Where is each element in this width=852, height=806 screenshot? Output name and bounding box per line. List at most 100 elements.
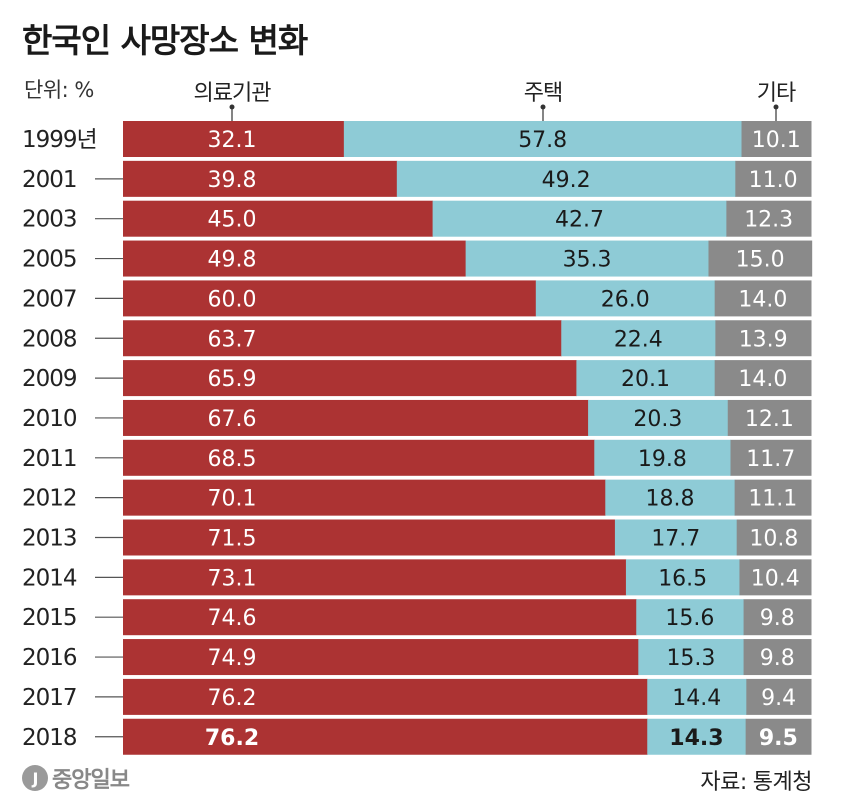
data-label: 35.3 [563, 248, 612, 273]
bar-segment [614, 519, 738, 556]
data-label: 12.3 [744, 208, 793, 233]
bar-segment [561, 320, 716, 357]
bar-segment [123, 200, 434, 237]
bar-segment [123, 559, 627, 596]
bar-segment [123, 360, 577, 397]
bar-segment [714, 280, 812, 317]
data-label: 39.8 [208, 168, 257, 193]
data-label: 20.1 [621, 367, 670, 392]
data-label: 15.0 [736, 248, 785, 273]
data-label: 14.0 [738, 367, 787, 392]
bar-segment [594, 439, 732, 476]
bar-segment [576, 360, 716, 397]
data-label: 9.4 [761, 686, 796, 711]
legend-label: 의료기관 [194, 81, 272, 106]
source-label: 자료: [700, 770, 747, 795]
data-label: 10.8 [749, 527, 798, 552]
bar-segment [741, 121, 812, 157]
data-label: 68.5 [208, 447, 257, 472]
bar-segment [745, 718, 812, 755]
bar-segment [708, 240, 813, 277]
data-label: 67.6 [208, 407, 257, 432]
bar-segment [736, 519, 812, 556]
data-label: 76.2 [208, 686, 257, 711]
bar-segment [123, 240, 467, 277]
category-label: 2001 [22, 167, 77, 193]
bar-segment [123, 121, 345, 157]
bar-segment [625, 559, 740, 596]
bar-segment [647, 718, 747, 755]
bar-segment [123, 280, 537, 317]
category-label: 2005 [22, 247, 77, 273]
bar-segment [123, 479, 606, 516]
data-label: 20.3 [633, 407, 682, 432]
source-value: 통계청 [752, 770, 813, 795]
bar-segment [735, 160, 812, 197]
bar-segment [743, 639, 812, 676]
data-label: 12.1 [745, 407, 794, 432]
data-label: 15.6 [665, 606, 714, 631]
category-label: 2012 [22, 486, 77, 512]
bar-segment [743, 599, 812, 636]
bar-segment [730, 439, 812, 476]
data-label: 9.8 [760, 646, 795, 671]
data-label: 60.0 [208, 287, 257, 312]
data-label: 49.8 [208, 248, 257, 273]
category-label: 2016 [22, 645, 77, 671]
data-label: 26.0 [601, 287, 650, 312]
category-label: 2010 [22, 406, 77, 432]
chart-title: 한국인 사망장소 변화 [22, 21, 308, 60]
bar-segment [746, 678, 812, 715]
bar-segment [396, 160, 736, 197]
bar-segment [734, 479, 812, 516]
category-label: 2015 [22, 605, 77, 631]
bar-segment [714, 360, 812, 397]
bar-segment [638, 639, 745, 676]
data-label: 11.0 [749, 168, 798, 193]
data-label: 13.9 [739, 327, 788, 352]
bar-segment [588, 399, 729, 436]
data-label: 22.4 [614, 327, 663, 352]
category-label: 2003 [22, 207, 77, 233]
bar-segment [432, 200, 727, 237]
data-label: 10.4 [751, 566, 800, 591]
bar-segment [123, 519, 616, 556]
data-label: 32.1 [208, 128, 257, 153]
publisher-logo: J 중앙일보 [22, 762, 130, 794]
bar-segment [343, 121, 743, 157]
unit-label: 단위: % [24, 78, 94, 102]
data-label: 76.2 [205, 726, 259, 751]
legend-pointer-dot [773, 104, 779, 110]
category-label: 1999년 [22, 127, 97, 153]
category-label: 2014 [22, 565, 77, 591]
bar-segment [123, 639, 639, 676]
data-label: 70.1 [208, 487, 257, 512]
data-label: 71.5 [208, 527, 257, 552]
legend-label: 주택 [524, 81, 562, 106]
data-label: 42.7 [555, 208, 604, 233]
data-label: 19.8 [638, 447, 687, 472]
bar-segment [727, 399, 812, 436]
bar-segment [123, 399, 589, 436]
category-label: 2007 [22, 286, 77, 312]
data-label: 57.8 [518, 128, 567, 153]
data-label: 9.8 [760, 606, 795, 631]
legend-pointer-dot [540, 104, 546, 110]
data-label: 74.6 [208, 606, 257, 631]
logo-text: 중앙일보 [52, 768, 130, 793]
bar-segment [123, 320, 562, 357]
data-label: 11.7 [746, 447, 795, 472]
bar-segment [726, 200, 812, 237]
bar-segment [636, 599, 745, 636]
category-label: 2017 [22, 685, 77, 711]
bar-segment [535, 280, 716, 317]
data-label: 14.0 [738, 287, 787, 312]
data-label: 49.2 [542, 168, 591, 193]
legend-label: 기타 [757, 81, 796, 106]
bar-segment [739, 559, 812, 596]
category-label: 2009 [22, 366, 77, 392]
bar-segment [123, 160, 398, 197]
data-label: 16.5 [658, 566, 707, 591]
data-label: 14.4 [672, 686, 721, 711]
bar-segment [605, 479, 736, 516]
